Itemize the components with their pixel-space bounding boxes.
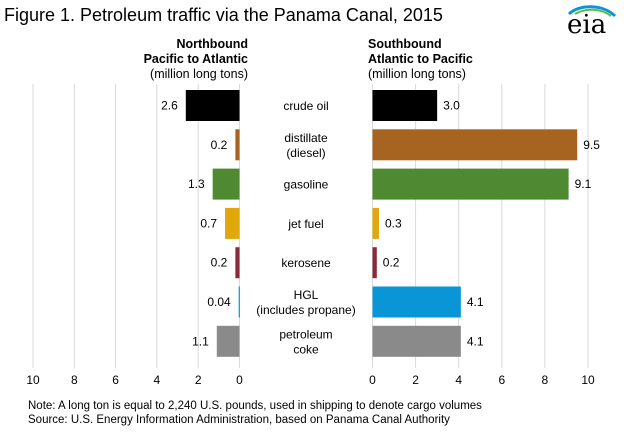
category-label: petroleum [279, 327, 332, 341]
right-axis-ticks: 0 2 4 6 8 10 [369, 373, 595, 387]
southbound-unit: (million long tons) [368, 67, 466, 81]
bar-northbound [216, 325, 240, 357]
source-text: Source: U.S. Energy Information Administ… [28, 414, 450, 426]
category-label: crude oil [283, 99, 328, 113]
southbound-value-labels: 3.0 9.5 9.1 0.3 0.2 4.1 4.1 [383, 99, 600, 349]
eia-logo: eia [561, 2, 619, 44]
category-label: distillate [284, 131, 328, 145]
value-label-southbound: 3.0 [443, 99, 460, 113]
bar-southbound [372, 129, 578, 161]
tick-label-left: 4 [154, 373, 161, 387]
bar-southbound [372, 90, 438, 121]
category-label: kerosene [281, 256, 331, 270]
value-label-northbound: 1.1 [192, 334, 209, 348]
tick-label-left: 2 [195, 373, 202, 387]
category-labels: crude oil distillate(diesel) gasoline jet f… [256, 99, 355, 356]
value-label-northbound: 0.2 [211, 138, 228, 152]
tick-label-right: 0 [369, 373, 376, 387]
bar-northbound [225, 207, 240, 239]
category-label: gasoline [284, 178, 329, 192]
value-label-northbound: 2.6 [161, 99, 178, 113]
category-label: jet fuel [287, 217, 323, 231]
left-axis-ticks: 10 8 6 4 2 0 [26, 373, 243, 387]
value-label-southbound: 9.1 [575, 177, 592, 191]
chart-title: Figure 1. Petroleum traffic via the Pana… [4, 5, 443, 25]
value-label-northbound: 1.3 [188, 177, 205, 191]
value-label-northbound: 0.04 [207, 295, 231, 309]
northbound-header: Northbound Pacific to Atlantic (million … [100, 37, 248, 82]
tick-label-right: 2 [412, 373, 419, 387]
category-label: (includes propane) [256, 303, 355, 317]
northbound-unit: (million long tons) [150, 67, 248, 81]
note-text: Note: A long ton is equal to 2,240 U.S. … [28, 400, 482, 412]
bar-northbound [238, 286, 240, 318]
bar-northbound [185, 90, 240, 121]
bar-southbound [372, 286, 461, 318]
southbound-header: Southbound Atlantic to Pacific (million … [368, 37, 568, 82]
tick-label-left: 6 [112, 373, 119, 387]
right-gridlines [372, 84, 589, 368]
bar-northbound [235, 129, 240, 161]
northbound-value-labels: 2.6 0.2 1.3 0.7 0.2 0.04 1.1 [161, 99, 231, 349]
northbound-title-line1: Northbound [176, 37, 248, 51]
value-label-southbound: 0.3 [385, 216, 402, 230]
southbound-title-line1: Southbound [368, 37, 442, 51]
bar-southbound [372, 168, 569, 200]
tick-label-left: 8 [71, 373, 78, 387]
bar-northbound [235, 247, 240, 279]
category-label: coke [293, 342, 319, 356]
northbound-bars [185, 90, 240, 357]
value-label-southbound: 9.5 [583, 138, 600, 152]
bar-southbound [372, 247, 377, 279]
tick-label-right: 8 [542, 373, 549, 387]
southbound-title-line2: Atlantic to Pacific [368, 52, 473, 66]
southbound-bars [372, 90, 578, 357]
value-label-northbound: 0.7 [200, 216, 217, 230]
bar-northbound [212, 168, 240, 200]
tick-label-left: 0 [236, 373, 243, 387]
value-label-northbound: 0.2 [211, 256, 228, 270]
value-label-southbound: 4.1 [467, 295, 484, 309]
eia-logo-icon [567, 5, 617, 18]
category-label: HGL [294, 288, 319, 302]
tick-label-right: 4 [455, 373, 462, 387]
bar-southbound [372, 207, 379, 239]
category-label: (diesel) [286, 146, 325, 160]
tick-label-left: 10 [26, 373, 40, 387]
footnotes: Note: A long ton is equal to 2,240 U.S. … [28, 399, 482, 427]
northbound-title-line2: Pacific to Atlantic [143, 52, 248, 66]
value-label-southbound: 4.1 [467, 334, 484, 348]
eia-logo-text: eia [567, 10, 607, 40]
bar-southbound [372, 325, 461, 357]
tick-label-right: 6 [498, 373, 505, 387]
value-label-southbound: 0.2 [383, 256, 400, 270]
tick-label-right: 10 [581, 373, 595, 387]
